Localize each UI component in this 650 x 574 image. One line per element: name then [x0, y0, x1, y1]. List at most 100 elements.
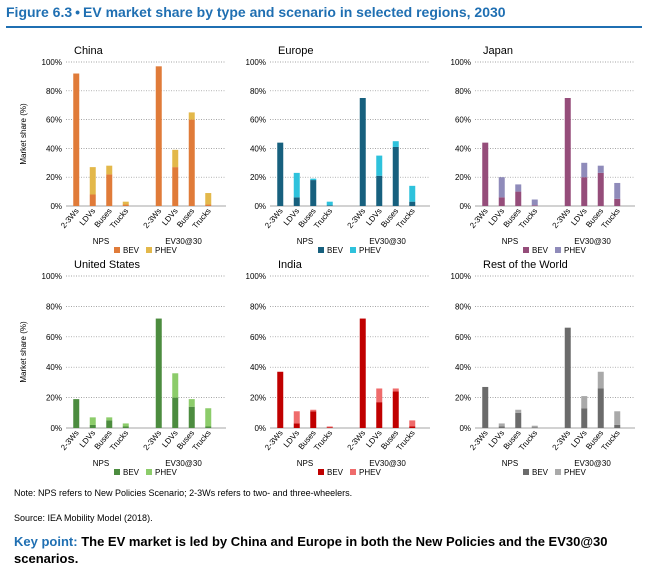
x-tick-label: 2-3Ws — [468, 207, 490, 230]
legend-swatch — [146, 469, 152, 475]
legend-label: BEV — [327, 246, 344, 255]
bar-bev — [515, 191, 522, 206]
x-tick-label: 2-3Ws — [263, 429, 285, 452]
y-tick-label: 60% — [455, 333, 471, 342]
bar-phev — [597, 165, 604, 173]
chart-panel-3: Japan0%20%40%60%80%100%2-3WsLDVsBusesTru… — [451, 45, 635, 255]
figure-number: Figure 6.3 — [6, 4, 73, 20]
y-tick-label: 80% — [455, 87, 471, 96]
x-tick-label: Trucks — [191, 429, 213, 453]
legend-swatch — [555, 469, 561, 475]
legend-swatch — [350, 247, 356, 253]
figure-note: Note: NPS refers to New Policies Scenari… — [14, 488, 353, 498]
bar-bev — [409, 201, 416, 206]
bar-bev — [188, 119, 195, 206]
chart-panel-5: India0%20%40%60%80%100%2-3WsLDVsBusesTru… — [246, 259, 430, 477]
y-tick-label: 100% — [451, 272, 471, 281]
y-tick-label: 0% — [254, 202, 266, 211]
bar-phev — [581, 162, 588, 178]
bar-bev — [581, 408, 588, 428]
bar-phev — [498, 177, 505, 198]
group-label: NPS — [502, 237, 518, 246]
bar-bev — [482, 142, 489, 206]
bar-bev — [498, 197, 505, 206]
legend-label: PHEV — [155, 246, 177, 255]
bar-phev — [392, 388, 399, 392]
bar-bev — [155, 66, 162, 206]
legend-label: BEV — [532, 246, 549, 255]
y-tick-label: 40% — [46, 144, 62, 153]
bar-phev — [122, 423, 129, 427]
y-tick-label: 60% — [46, 333, 62, 342]
legend-label: BEV — [123, 246, 140, 255]
bar-phev — [597, 371, 604, 389]
bar-phev — [515, 184, 522, 192]
y-tick-label: 0% — [459, 424, 471, 433]
bar-bev — [376, 175, 383, 206]
x-tick-label: 2-3Ws — [59, 429, 81, 452]
charts-svg: China 0% 20% 40% 60% 80% 100% Market share (%) 2… — [19, 45, 635, 477]
y-tick-label: 20% — [46, 173, 62, 182]
bar-phev — [614, 182, 621, 199]
key-point-text: The EV market is led by China and Europe… — [14, 534, 608, 566]
group-label: EV30@30 — [165, 237, 202, 246]
bar-phev — [293, 172, 300, 198]
bar-bev — [392, 146, 399, 206]
bar-bev — [106, 174, 113, 206]
bar-phev — [310, 409, 317, 412]
bar-bev — [392, 391, 399, 428]
title-rule — [6, 26, 642, 28]
panel-title: China — [74, 45, 104, 57]
bar-phev — [106, 417, 113, 421]
bar-phev — [326, 201, 333, 206]
bar-bev — [564, 98, 571, 206]
bar-bev — [515, 412, 522, 428]
y-tick-label: 40% — [455, 363, 471, 372]
group-label: NPS — [297, 459, 313, 468]
x-tick-label: 2-3Ws — [263, 207, 285, 230]
bar-phev — [515, 409, 522, 413]
bar-phev — [326, 426, 333, 428]
bar-bev — [122, 426, 129, 428]
bar-bev — [614, 198, 621, 206]
bar-bev — [614, 424, 621, 428]
key-point-label: Key point: — [14, 534, 78, 549]
bar-bev — [277, 142, 284, 206]
x-tick-label: 2-3Ws — [142, 207, 164, 230]
y-tick-label: 100% — [451, 58, 471, 67]
x-tick-label: 2-3Ws — [142, 429, 164, 452]
bar-bev — [188, 406, 195, 428]
legend-swatch — [114, 469, 120, 475]
chart-panel-1: China 0% 20% 40% 60% 80% 100% Market share (%) 2… — [19, 45, 226, 255]
bar-phev — [581, 396, 588, 409]
legend-swatch — [523, 469, 529, 475]
y-tick-label: 40% — [250, 144, 266, 153]
bar-bev — [409, 426, 416, 428]
y-tick-label: 100% — [246, 272, 266, 281]
y-tick-label: 20% — [455, 173, 471, 182]
x-tick-label: Trucks — [312, 207, 334, 231]
bar-bev — [73, 399, 80, 428]
chart-panel-2: Europe0%20%40%60%80%100%2-3WsLDVsBusesTr… — [246, 45, 430, 255]
y-tick-label: 60% — [250, 333, 266, 342]
legend-label: PHEV — [155, 468, 177, 477]
y-tick-label: 80% — [46, 87, 62, 96]
bar-phev — [293, 411, 300, 424]
bar-phev — [310, 178, 317, 181]
y-tick-label: 100% — [42, 58, 62, 67]
figure-source: Source: IEA Mobility Model (2018). — [14, 513, 153, 523]
panel-title: India — [278, 259, 303, 271]
bar-bev — [310, 180, 317, 206]
group-label: EV30@30 — [369, 459, 406, 468]
chart-panel-4: United States 0% 20% 40% 60% 80% 100% Market sh… — [19, 259, 226, 477]
bar-bev — [310, 411, 317, 428]
bar-phev — [205, 193, 212, 205]
bar-phev — [188, 399, 195, 407]
bar-bev — [376, 402, 383, 428]
panel-title: Japan — [483, 45, 513, 57]
group-label: EV30@30 — [165, 459, 202, 468]
bar-phev — [614, 411, 621, 425]
bar-phev — [409, 420, 416, 427]
bar-bev — [106, 420, 113, 428]
legend-swatch — [318, 247, 324, 253]
